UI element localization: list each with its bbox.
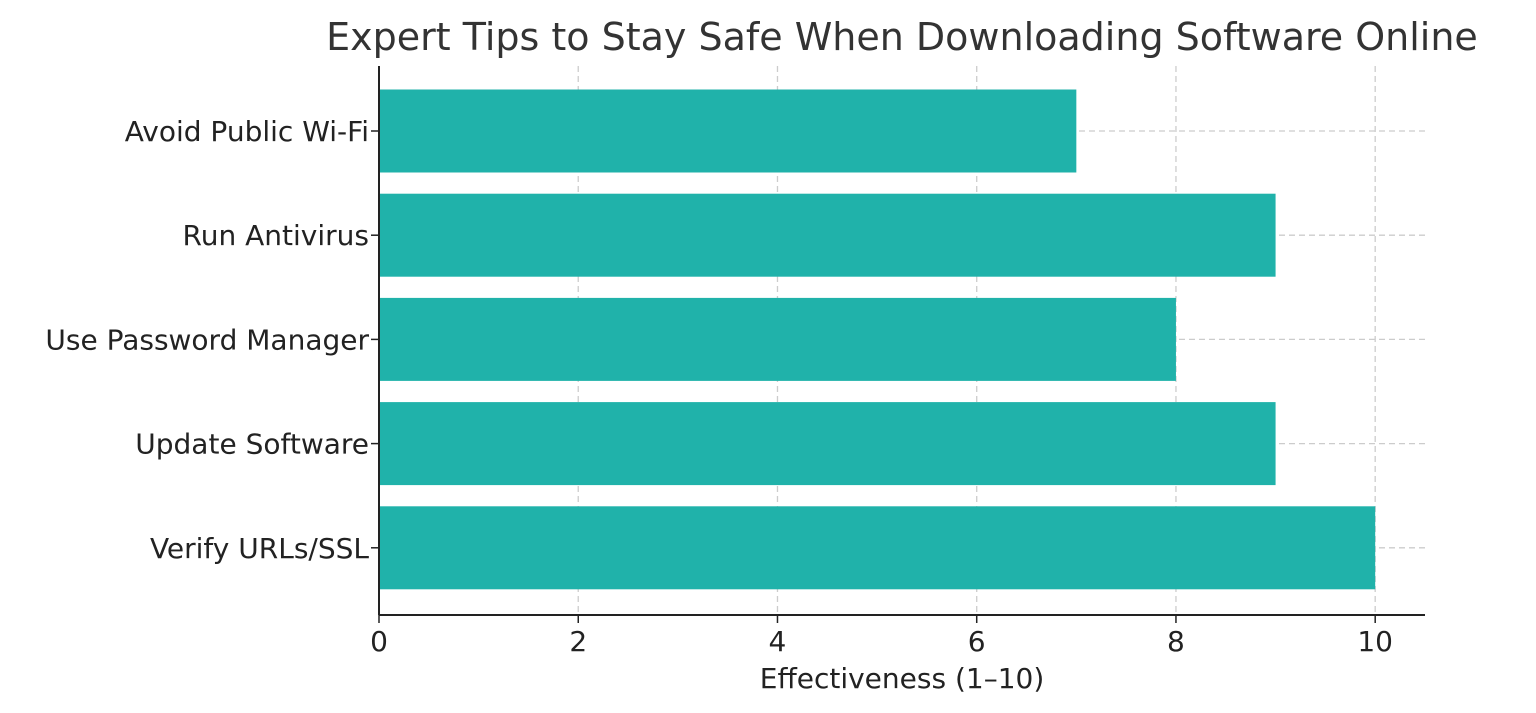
category-label: Run Antivirus [183,219,369,252]
bars [379,89,1376,590]
axes: 0 2 4 6 8 10 Avoid Public Wi-Fi Run Antivirus Us… [45,66,1425,658]
category-label: Verify URLs/SSL [150,532,369,565]
x-tick-label: 2 [569,625,587,658]
x-tick-label: 0 [370,625,388,658]
x-tick-label: 10 [1357,625,1393,658]
bar [379,506,1376,590]
category-label: Avoid Public Wi-Fi [125,115,369,148]
x-tick-label: 4 [769,625,787,658]
x-tick-label: 8 [1167,625,1185,658]
bar [379,402,1276,486]
bar [379,89,1077,173]
bar [379,193,1276,277]
bar [379,297,1176,381]
x-tick-label: 6 [968,625,986,658]
x-axis-label: Effectiveness (1–10) [760,662,1045,695]
category-label: Update Software [135,428,369,461]
chart-title: Expert Tips to Stay Safe When Downloadin… [326,15,1478,59]
category-label: Use Password Manager [45,323,369,356]
